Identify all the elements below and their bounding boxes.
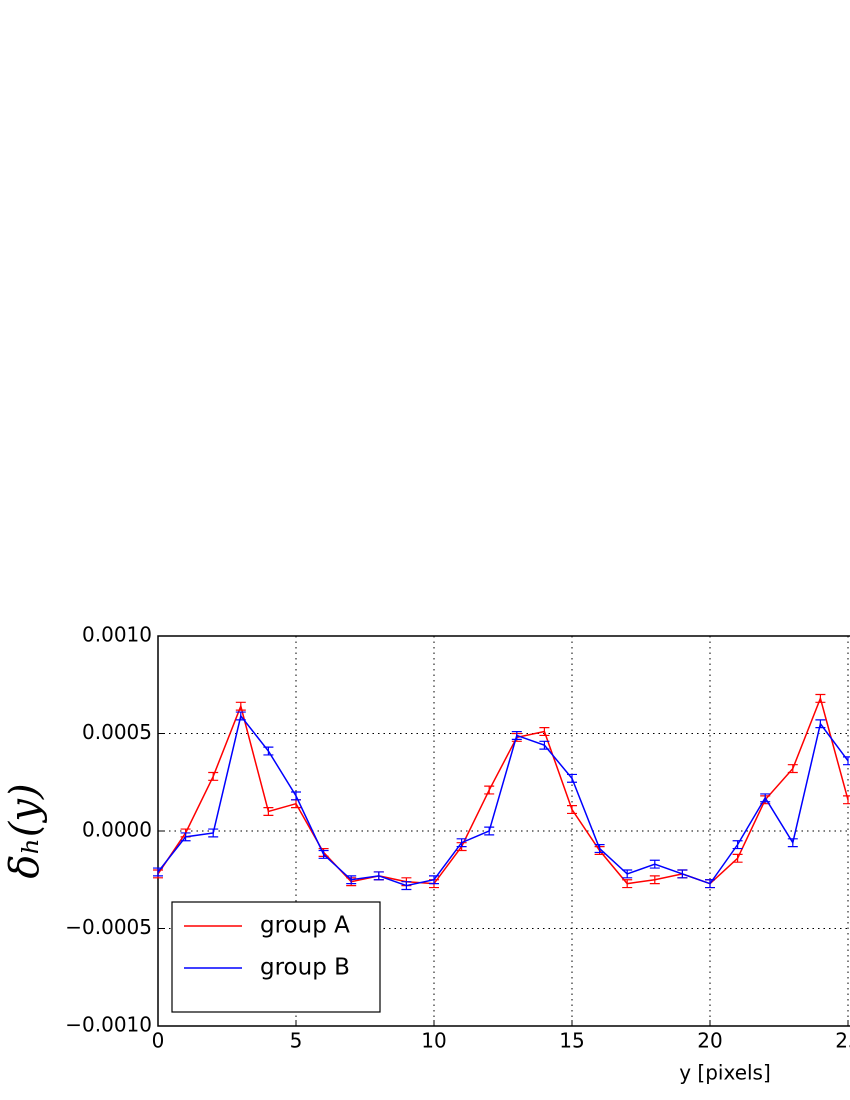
error-bar (677, 869, 688, 879)
x-tick-label: 25 (835, 1029, 850, 1053)
x-tick-label: 10 (421, 1029, 446, 1053)
y-tick-label: 0.0000 (82, 818, 152, 842)
error-bar (705, 879, 715, 889)
x-tick-label: 5 (290, 1029, 303, 1053)
y-axis-label: δₕ(y) (2, 783, 48, 878)
x-tick-label: 20 (697, 1029, 722, 1053)
error-bar (208, 771, 219, 781)
error-bar (594, 844, 605, 854)
x-tick-label: 0 (152, 1029, 165, 1053)
error-bar (539, 740, 550, 750)
y-tick-label: −0.0010 (65, 1013, 152, 1037)
y-tick-label: 0.0005 (82, 720, 152, 744)
error-bar (401, 881, 412, 891)
error-bar (484, 826, 495, 836)
error-bar (235, 711, 246, 721)
error-bar (263, 807, 274, 816)
error-bar (153, 867, 163, 877)
error-bar (787, 764, 798, 774)
error-bar (622, 869, 633, 879)
error-bar (622, 879, 633, 889)
legend-box (171, 901, 381, 1013)
error-bar (346, 875, 357, 885)
error-bar (649, 875, 660, 885)
x-tick-label: 15 (559, 1029, 584, 1053)
error-bar (539, 727, 550, 737)
error-bar (456, 838, 467, 848)
legend-label: group A (260, 913, 350, 939)
error-bar (649, 859, 660, 869)
error-bar (511, 730, 522, 740)
y-tick-label: −0.0005 (65, 915, 152, 939)
error-bar (732, 853, 743, 863)
axes-frame (157, 635, 850, 1027)
error-bar (484, 785, 495, 795)
error-bar (235, 701, 246, 711)
error-bar (815, 719, 826, 729)
error-bar (373, 871, 384, 881)
x-axis-label: y [pixels] (679, 1061, 771, 1085)
error-bar (180, 832, 191, 842)
series-line (157, 714, 849, 887)
error-bar (263, 746, 274, 756)
error-bar (732, 840, 743, 850)
error-bar (843, 756, 850, 766)
error-bar (843, 795, 850, 805)
error-bar (429, 875, 439, 885)
error-bar (787, 838, 798, 848)
error-bar (208, 828, 219, 838)
error-bar (567, 773, 577, 783)
error-bar (815, 693, 826, 703)
error-bar (291, 791, 301, 801)
legend-label: group B (260, 955, 350, 981)
error-bar (318, 849, 329, 859)
error-bar (760, 793, 771, 803)
y-tick-label: 0.0010 (82, 623, 152, 647)
error-bar (567, 805, 577, 815)
